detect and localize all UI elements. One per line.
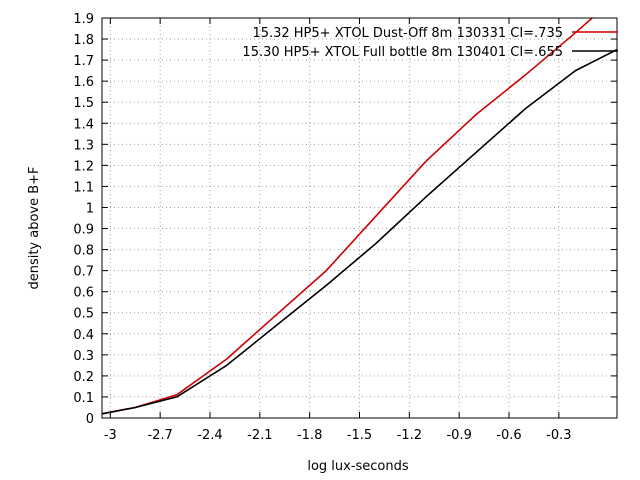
legend-label-2: 15.30 HP5+ XTOL Full bottle 8m 130401 CI…: [242, 45, 563, 60]
y-tick-label: 1.1: [73, 180, 94, 195]
legend-label-1: 15.32 HP5+ XTOL Dust-Off 8m 130331 CI=.7…: [252, 26, 563, 41]
y-tick-label: 0.3: [73, 349, 94, 364]
y-tick-label: 1: [86, 201, 94, 216]
y-tick-label: 1.8: [73, 33, 94, 48]
y-tick-label: 1.3: [73, 138, 94, 153]
x-tick-label: -1.2: [397, 428, 422, 443]
x-tick-label: -0.3: [546, 428, 571, 443]
x-tick-label: -2.1: [247, 428, 272, 443]
y-tick-label: 1.4: [73, 117, 94, 132]
y-tick-label: 0.8: [73, 244, 94, 259]
y-tick-label: 1.2: [73, 159, 94, 174]
x-tick-label: -3: [104, 428, 117, 443]
x-tick-label: -1.5: [347, 428, 372, 443]
y-tick-label: 0.1: [73, 391, 94, 406]
chart-grid: [102, 17, 617, 419]
chart-series: [102, 18, 617, 415]
y-tick-label: 0.5: [73, 307, 94, 322]
chart-legend: 15.32 HP5+ XTOL Dust-Off 8m 130331 CI=.7…: [242, 26, 618, 60]
series-line-1: [102, 18, 593, 415]
y-tick-label: 0: [86, 412, 94, 427]
plot-frame: [101, 17, 618, 419]
y-tick-label: 0.6: [73, 286, 94, 301]
y-tick-label: 1.9: [73, 12, 94, 27]
y-tick-label: 0.9: [73, 223, 94, 238]
y-tick-label: 0.4: [73, 328, 94, 343]
x-axis-label: log lux-seconds: [307, 459, 409, 474]
y-axis-ticks: 0 0.1 0.2 0.3 0.4 0.5 0.6 0.7 0.8 0.9 1 1.1 1.2 1.3 1.…: [73, 12, 617, 427]
x-tick-label: -2.7: [147, 428, 172, 443]
y-tick-label: 1.7: [73, 54, 94, 69]
y-tick-label: 0.7: [73, 265, 94, 280]
x-axis-ticks: -3 -2.7 -2.4 -2.1 -1.8 -1.5 -1.2 -0.9 -0.6 -0.3: [104, 18, 572, 443]
y-tick-label: 1.6: [73, 75, 94, 90]
y-tick-label: 0.2: [73, 370, 94, 385]
x-tick-label: -2.4: [197, 428, 222, 443]
x-tick-label: -1.8: [297, 428, 322, 443]
y-tick-label: 1.5: [73, 96, 94, 111]
x-tick-label: -0.9: [446, 428, 471, 443]
x-tick-label: -0.6: [496, 428, 521, 443]
series-line-2: [102, 48, 617, 415]
y-axis-label: density above B+F: [27, 166, 42, 289]
